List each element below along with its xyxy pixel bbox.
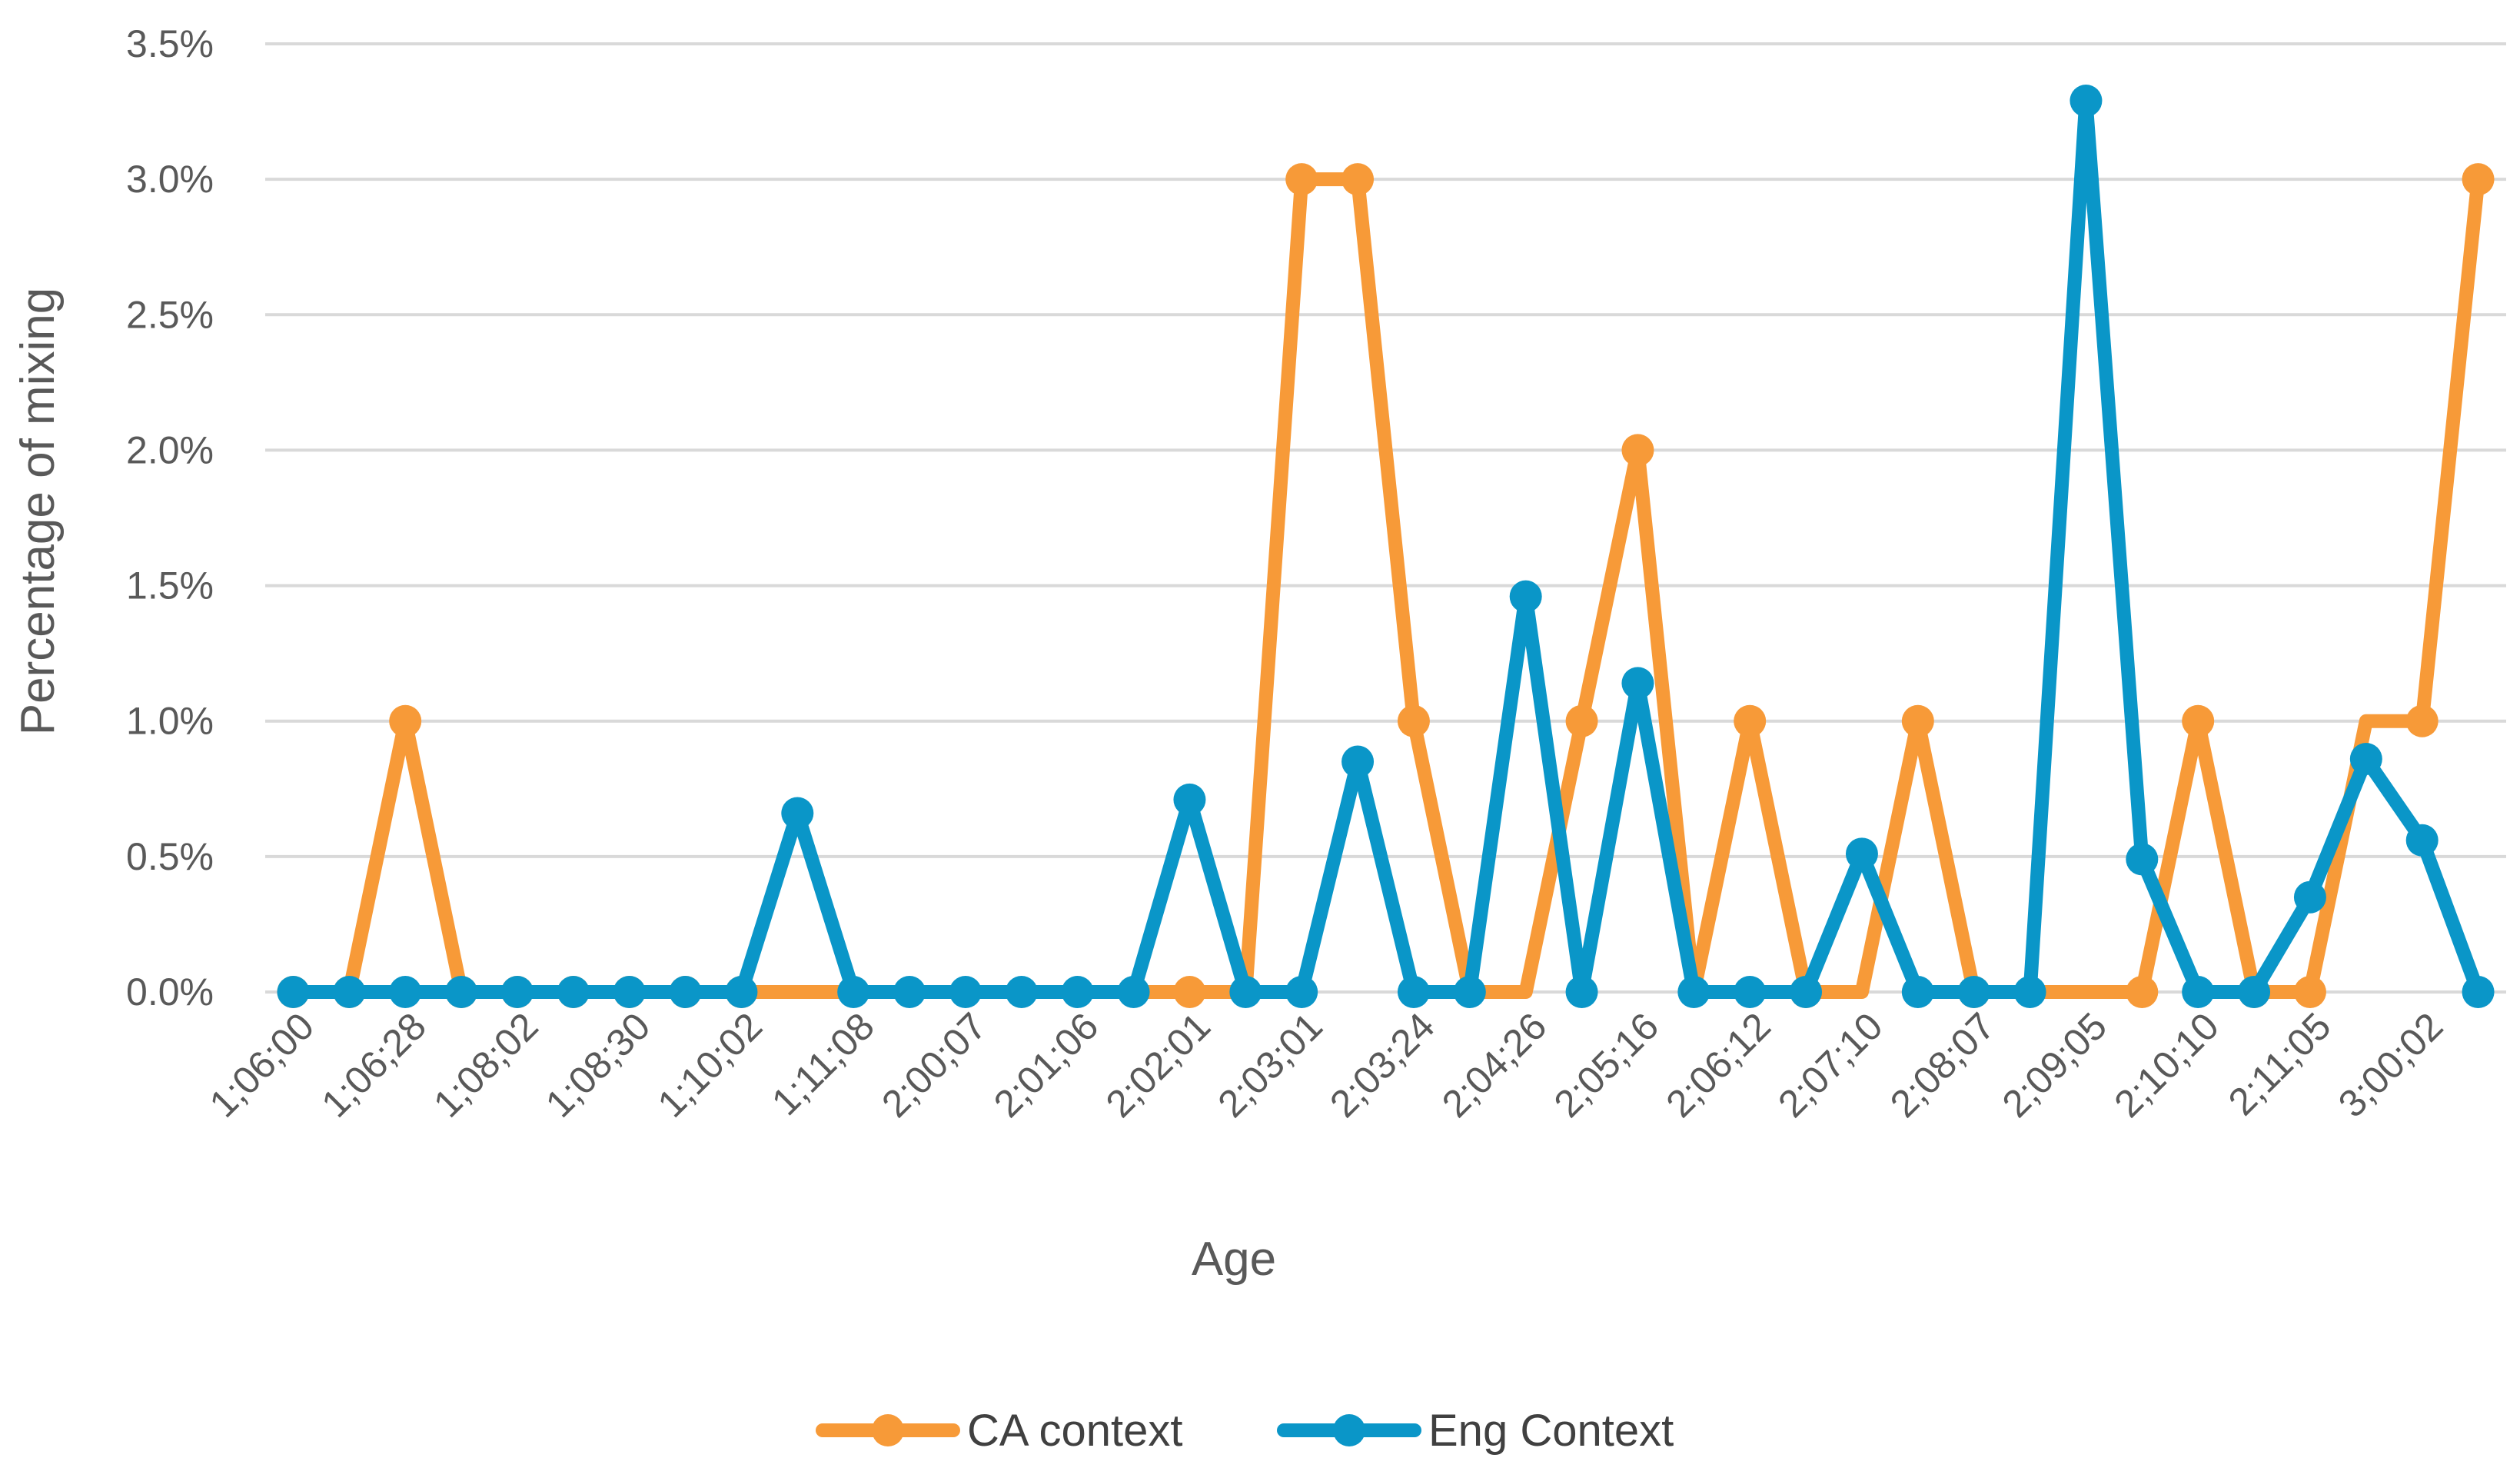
data-point [1734, 704, 1767, 737]
data-point [389, 704, 422, 737]
data-point [557, 976, 590, 1008]
data-point [2126, 843, 2159, 876]
x-tick-label: 1;11;08 [763, 1004, 883, 1123]
data-point [725, 976, 758, 1008]
y-tick-label: 2.5% [126, 293, 214, 336]
data-point [893, 976, 926, 1008]
data-point [669, 976, 702, 1008]
x-tick-label: 2;03;24 [1322, 1004, 1443, 1126]
legend-swatch-marker [1333, 1414, 1365, 1446]
data-point [2070, 84, 2103, 117]
legend-item: CA context [816, 1406, 1182, 1456]
data-point [1621, 667, 1654, 700]
x-tick-label: 1;10;02 [650, 1004, 771, 1126]
data-point [1845, 837, 1878, 870]
data-point [2182, 976, 2215, 1008]
legend-label: Eng Context [1428, 1406, 1674, 1456]
series-1 [277, 84, 2495, 1008]
x-tick-label: 2;04;26 [1434, 1004, 1555, 1126]
data-point [1901, 976, 1934, 1008]
data-point [2349, 743, 2382, 776]
data-point [1229, 976, 1262, 1008]
data-point [1565, 976, 1598, 1008]
x-axis-ticks: 1;06;001;06;281;08;021;08;301;10;021;11;… [201, 1004, 2452, 1126]
x-tick-label: 2;09;05 [1994, 1004, 2116, 1126]
data-point [837, 976, 870, 1008]
data-point [2013, 976, 2046, 1008]
series-lines [277, 84, 2495, 1008]
data-point [2293, 880, 2326, 914]
x-tick-label: 2;03;01 [1209, 1004, 1331, 1126]
y-tick-label: 3.5% [126, 22, 214, 65]
data-point [2182, 704, 2215, 737]
x-tick-label: 3;00;02 [2330, 1004, 2452, 1126]
x-tick-label: 2;05;16 [1546, 1004, 1667, 1126]
data-point [2405, 824, 2439, 857]
legend-label: CA context [967, 1406, 1182, 1456]
y-axis-title: Percentage of mixing [12, 288, 65, 735]
data-point [500, 976, 534, 1008]
x-tick-label: 1;08;30 [537, 1004, 659, 1126]
legend-item: Eng Context [1277, 1406, 1674, 1456]
data-point [1341, 745, 1375, 778]
x-tick-label: 2;06;12 [1657, 1004, 1779, 1126]
series-line [286, 94, 2485, 999]
data-point [2238, 976, 2271, 1008]
y-axis-ticks: 0.0% 0.5% 1.0% 1.5% 2.0% 2.5% 3.0% 3.5% [126, 22, 214, 1014]
x-tick-label: 2;02;01 [1098, 1004, 1219, 1126]
data-point [1117, 976, 1150, 1008]
data-point [333, 976, 366, 1008]
y-tick-label: 2.0% [126, 428, 214, 471]
data-point [2405, 704, 2439, 737]
x-axis-title: Age [1192, 1233, 1276, 1286]
data-point [1397, 976, 1430, 1008]
data-point [1509, 580, 1542, 613]
data-point [1453, 976, 1486, 1008]
data-point [2293, 976, 2326, 1008]
data-point [1285, 976, 1318, 1008]
x-tick-label: 2;10;10 [2106, 1004, 2227, 1126]
x-tick-label: 2;08;07 [1882, 1004, 2003, 1126]
data-point [949, 976, 982, 1008]
data-point [1790, 976, 1823, 1008]
data-point [1901, 704, 1934, 737]
data-point [2462, 976, 2495, 1008]
data-point [1621, 434, 1654, 467]
data-point [445, 976, 478, 1008]
data-point [1341, 163, 1375, 196]
legend-swatch-marker [872, 1414, 904, 1446]
x-tick-label: 1;06;28 [313, 1004, 434, 1126]
y-tick-label: 0.0% [126, 970, 214, 1014]
data-point [613, 976, 646, 1008]
y-tick-label: 1.5% [126, 564, 214, 608]
x-tick-label: 2;11;05 [2220, 1004, 2339, 1123]
y-tick-label: 3.0% [126, 158, 214, 201]
data-point [1173, 783, 1206, 816]
data-point [1061, 976, 1094, 1008]
legend: CA context Eng Context [816, 1406, 1674, 1456]
x-tick-label: 1;08;02 [425, 1004, 547, 1126]
x-tick-label: 1;06;00 [201, 1004, 323, 1126]
y-tick-label: 0.5% [126, 835, 214, 878]
data-point [1734, 976, 1767, 1008]
data-point [1173, 976, 1206, 1008]
data-point [2462, 163, 2495, 196]
x-tick-label: 2;00;07 [873, 1004, 995, 1126]
data-point [1285, 163, 1318, 196]
data-point [1005, 976, 1038, 1008]
data-point [1397, 704, 1430, 737]
y-tick-label: 1.0% [126, 700, 214, 743]
data-point [277, 976, 310, 1008]
data-point [1677, 976, 1710, 1008]
x-tick-label: 2;01;06 [986, 1004, 1107, 1126]
data-point [1565, 704, 1598, 737]
data-point [1957, 976, 1990, 1008]
data-point [781, 797, 814, 830]
data-point [389, 976, 422, 1008]
x-tick-label: 2;07;10 [1770, 1004, 1891, 1126]
data-point [2126, 976, 2159, 1008]
